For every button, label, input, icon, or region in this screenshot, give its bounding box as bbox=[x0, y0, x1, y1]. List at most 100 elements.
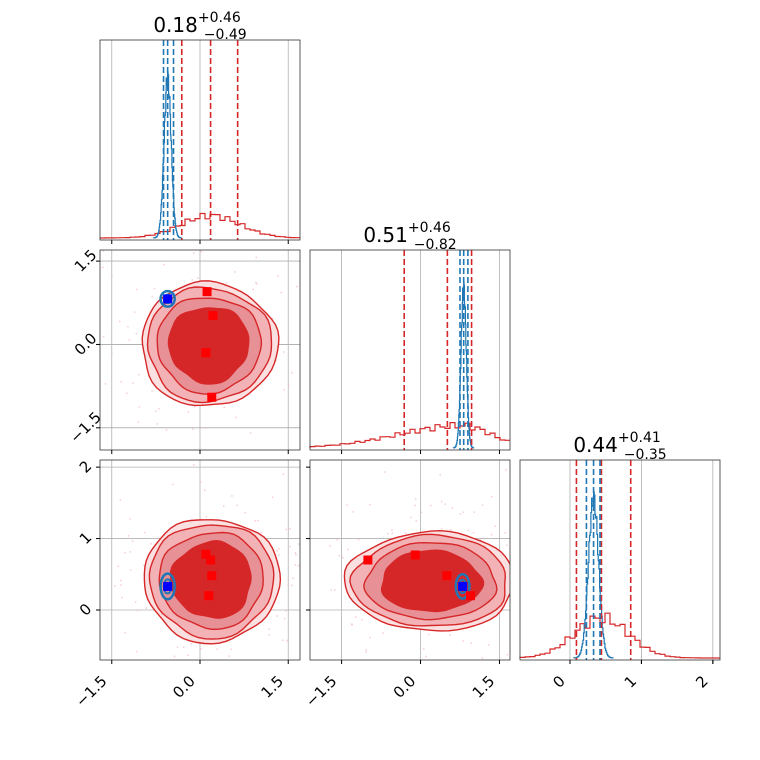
title-value: 0.18 bbox=[153, 13, 198, 37]
scatter-point bbox=[329, 545, 331, 547]
scatter-point bbox=[391, 532, 393, 534]
scatter-point bbox=[138, 406, 141, 408]
scatter-point bbox=[473, 511, 475, 513]
scatter-point bbox=[512, 421, 514, 423]
scatter-point bbox=[280, 291, 282, 294]
scatter-point bbox=[228, 655, 230, 657]
y-tick-label: 0 bbox=[76, 600, 95, 619]
scatter-point bbox=[283, 351, 285, 353]
y-tick-label: 1 bbox=[76, 528, 95, 547]
scatter-point bbox=[127, 325, 129, 328]
scatter-point bbox=[277, 275, 279, 277]
p11-frame bbox=[309, 249, 511, 451]
scatter-point bbox=[283, 617, 286, 620]
scatter-point bbox=[271, 496, 274, 498]
red-marker bbox=[363, 555, 373, 565]
scatter-point bbox=[430, 504, 432, 507]
scatter-point bbox=[514, 607, 516, 609]
scatter-point bbox=[294, 552, 297, 554]
red-marker bbox=[201, 549, 211, 559]
scatter-point bbox=[346, 504, 348, 506]
scatter-point bbox=[541, 608, 543, 610]
x-tick-label: 0 bbox=[549, 672, 568, 691]
scatter-point bbox=[425, 707, 427, 709]
scatter-point bbox=[365, 651, 367, 653]
p22-grid bbox=[569, 460, 714, 660]
scatter-point bbox=[278, 547, 280, 550]
scatter-point bbox=[571, 591, 573, 593]
scatter-point bbox=[151, 390, 153, 392]
scatter-point bbox=[172, 483, 174, 486]
scatter-point bbox=[135, 650, 138, 653]
scatter-point bbox=[271, 318, 274, 320]
scatter-point bbox=[134, 601, 137, 603]
y-tick-label: 1.5 bbox=[71, 246, 101, 276]
scatter-point bbox=[135, 288, 138, 291]
scatter-point bbox=[196, 245, 198, 247]
scatter-point bbox=[334, 589, 336, 591]
scatter-point bbox=[143, 206, 145, 208]
scatter-point bbox=[182, 646, 185, 649]
scatter-point bbox=[138, 373, 140, 376]
x-tick-label: 1 bbox=[621, 672, 640, 691]
p21-inner bbox=[310, 421, 573, 711]
scatter-point bbox=[216, 648, 218, 650]
scatter-point bbox=[187, 654, 189, 657]
red-marker bbox=[202, 287, 212, 297]
scatter-point bbox=[533, 709, 535, 711]
red-histogram bbox=[519, 612, 720, 659]
title-upper: +0.41 bbox=[618, 430, 661, 446]
scatter-point bbox=[505, 469, 507, 471]
scatter-point bbox=[176, 646, 179, 649]
scatter-point bbox=[516, 604, 518, 606]
scatter-point bbox=[151, 683, 153, 685]
scatter-point bbox=[515, 594, 517, 596]
scatter-point bbox=[294, 564, 297, 566]
scatter-point bbox=[108, 437, 110, 439]
scatter-point bbox=[255, 281, 257, 284]
scatter-point bbox=[278, 554, 280, 556]
scatter-point bbox=[312, 575, 314, 577]
scatter-point bbox=[558, 567, 560, 569]
scatter-point bbox=[193, 464, 195, 466]
scatter-point bbox=[111, 352, 113, 355]
scatter-point bbox=[420, 687, 422, 689]
p11-grid bbox=[341, 250, 500, 450]
scatter-point bbox=[127, 535, 130, 537]
scatter-point bbox=[150, 543, 152, 545]
scatter-point bbox=[194, 405, 196, 408]
scatter-point bbox=[131, 540, 134, 542]
scatter-point bbox=[292, 577, 294, 579]
scatter-point bbox=[317, 314, 319, 316]
scatter-point bbox=[286, 639, 288, 642]
scatter-point bbox=[268, 634, 270, 636]
scatter-point bbox=[481, 657, 484, 659]
scatter-point bbox=[124, 552, 126, 554]
scatter-point bbox=[365, 313, 367, 315]
scatter-point bbox=[128, 339, 131, 341]
scatter-point bbox=[230, 648, 232, 651]
x-tick-label: 1.5 bbox=[469, 672, 499, 702]
scatter-point bbox=[472, 532, 475, 534]
scatter-point bbox=[158, 408, 160, 410]
scatter-point bbox=[291, 584, 293, 587]
scatter-point bbox=[244, 512, 246, 514]
scatter-point bbox=[111, 275, 113, 278]
x-tick-label: 1.5 bbox=[257, 672, 287, 702]
scatter-point bbox=[148, 688, 150, 690]
scatter-point bbox=[506, 654, 509, 656]
scatter-point bbox=[120, 584, 122, 586]
p11-title: 0.51+0.46 −0.82 bbox=[363, 220, 456, 253]
scatter-point bbox=[387, 533, 389, 535]
scatter-point bbox=[451, 507, 454, 509]
scatter-point bbox=[450, 529, 452, 531]
title-upper: +0.46 bbox=[198, 10, 241, 26]
scatter-point bbox=[204, 489, 206, 491]
scatter-point bbox=[439, 474, 441, 476]
scatter-point bbox=[405, 532, 407, 534]
x-tick-label: 2 bbox=[692, 672, 711, 691]
scatter-point bbox=[369, 503, 371, 506]
scatter-point bbox=[252, 288, 255, 291]
scatter-point bbox=[513, 552, 515, 554]
